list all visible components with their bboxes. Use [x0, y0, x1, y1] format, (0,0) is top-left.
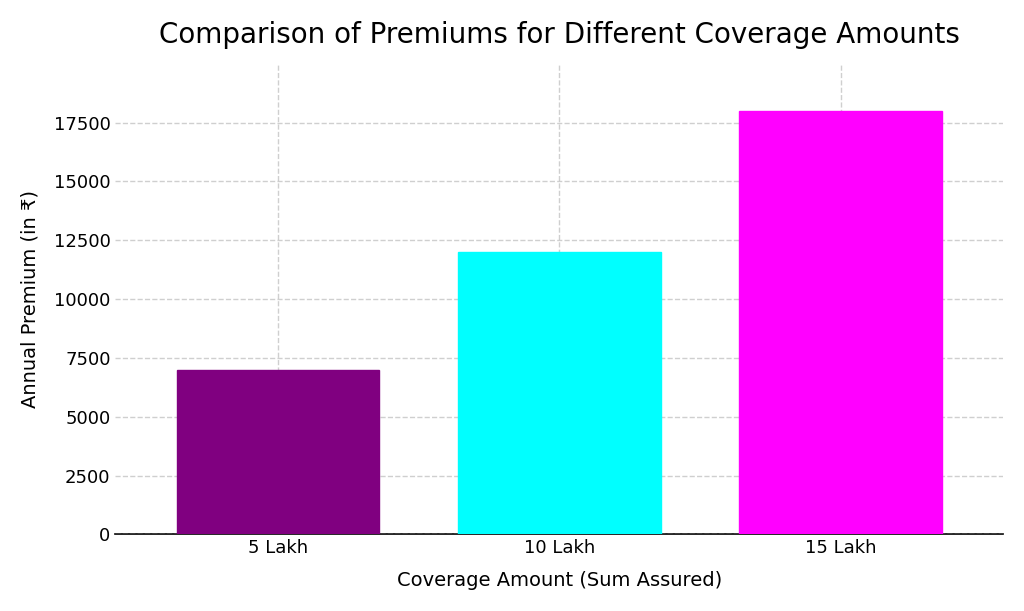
Title: Comparison of Premiums for Different Coverage Amounts: Comparison of Premiums for Different Cov…	[159, 21, 959, 49]
Bar	[458, 252, 660, 535]
X-axis label: Coverage Amount (Sum Assured): Coverage Amount (Sum Assured)	[396, 571, 722, 590]
Y-axis label: Annual Premium (in ₹): Annual Premium (in ₹)	[20, 190, 40, 408]
Bar	[177, 370, 379, 535]
Bar	[739, 111, 942, 535]
